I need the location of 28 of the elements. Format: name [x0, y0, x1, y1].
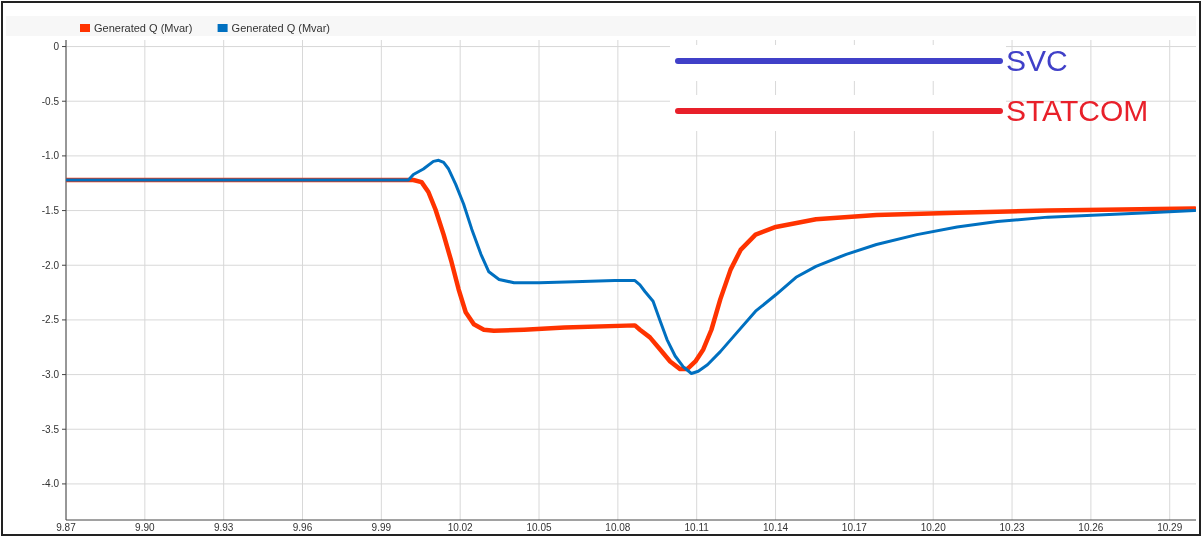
x-tick-label: 10.02: [447, 522, 474, 533]
annotation: STATCOM: [1006, 94, 1149, 127]
x-tick-label: 10.17: [841, 522, 868, 533]
x-tick-label: 10.14: [763, 522, 789, 533]
x-tick-label: 10.08: [605, 522, 631, 533]
y-tick-label: -2.5: [41, 314, 60, 326]
y-tick-label: -3.5: [41, 423, 60, 435]
x-tick-label: 9.93: [213, 522, 234, 533]
x-tick-label: 10.20: [920, 522, 947, 533]
y-tick-label: -3.0: [41, 369, 60, 381]
x-tick-label: 9.90: [135, 522, 155, 533]
annotation: SVC: [1006, 44, 1068, 77]
x-tick-label: 10.05: [526, 522, 552, 533]
y-tick-label: -1.0: [41, 150, 60, 162]
legend-label: Generated Q (Mvar): [231, 22, 331, 34]
x-tick-label: 9.99: [371, 522, 392, 533]
x-tick-label: 10.11: [684, 522, 710, 533]
y-tick-label: -0.5: [41, 95, 60, 107]
x-tick-label: 10.29: [1157, 522, 1183, 533]
y-tick-label: 0: [53, 41, 60, 53]
x-tick-label: 10.26: [1078, 522, 1104, 533]
x-tick-label: 10.23: [999, 522, 1025, 533]
legend-label: Generated Q (Mvar): [94, 22, 193, 34]
y-tick-label: -2.0: [41, 259, 60, 271]
y-tick-label: -4.0: [41, 478, 60, 490]
x-tick-label: 9.96: [292, 522, 313, 533]
y-tick-label: -1.5: [41, 205, 60, 217]
x-tick-label: 9.87: [56, 522, 77, 533]
